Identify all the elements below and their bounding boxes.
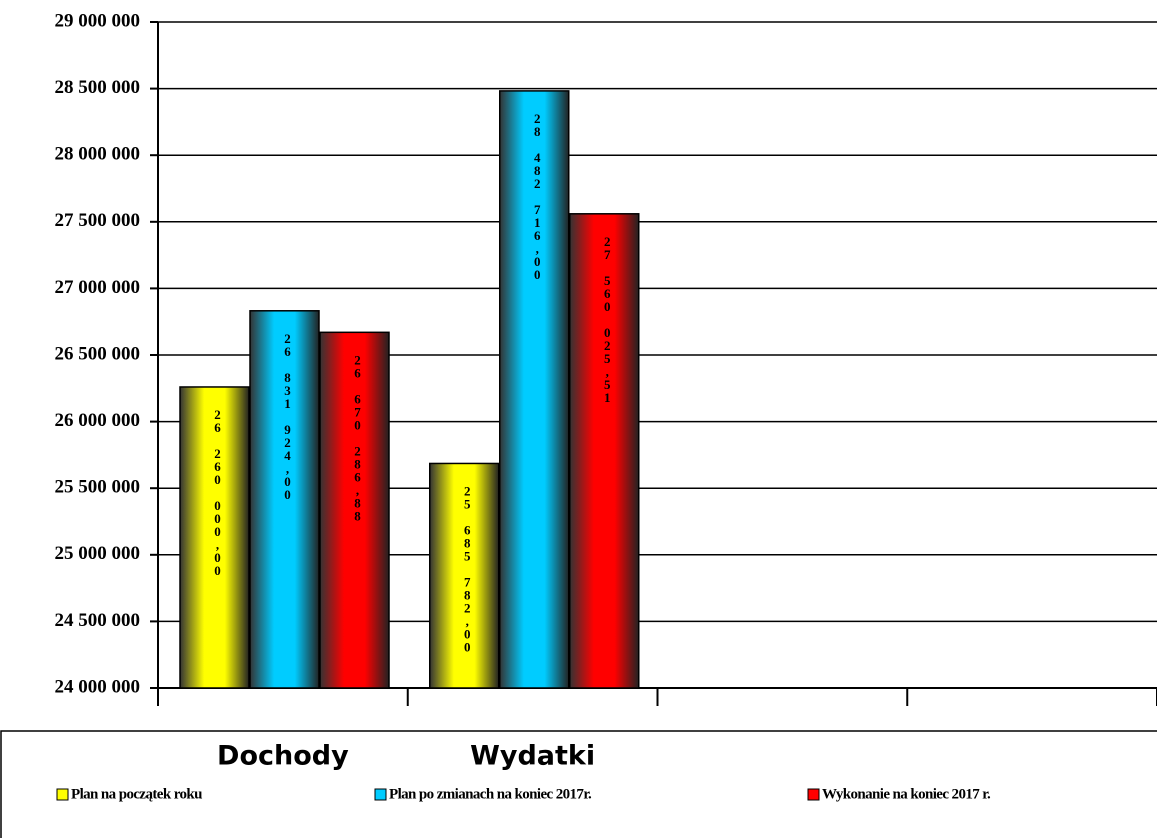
legend-swatch xyxy=(807,788,820,801)
data-label: 26 831 924,00 xyxy=(280,331,295,500)
legend-label: Plan na początek roku xyxy=(71,786,202,802)
y-tick-label: 26 500 000 xyxy=(55,343,141,364)
data-label: 25 685 782,00 xyxy=(460,483,475,652)
x-tick-label: Dochody xyxy=(217,741,349,772)
y-tick-label: 28 500 000 xyxy=(55,77,141,98)
bar xyxy=(179,386,250,689)
legend-swatch xyxy=(56,788,69,801)
bar xyxy=(249,310,320,689)
y-tick-label: 27 000 000 xyxy=(55,277,141,298)
y-tick-label: 26 000 000 xyxy=(55,410,141,431)
data-label: 28 482 716,00 xyxy=(530,111,545,280)
y-tick-label: 29 000 000 xyxy=(55,10,141,31)
y-tick-label: 25 000 000 xyxy=(55,543,141,564)
data-label: 26 260 000,00 xyxy=(210,407,225,576)
y-tick-label: 28 000 000 xyxy=(55,144,141,165)
data-label: 26 670 286,88 xyxy=(350,352,365,521)
bar xyxy=(499,90,570,689)
x-tick-label: Wydatki xyxy=(470,741,595,772)
bar xyxy=(429,462,500,689)
y-tick-label: 27 500 000 xyxy=(55,210,141,231)
bar xyxy=(569,213,640,689)
data-label: 27 560 025,51 xyxy=(600,234,615,403)
bar xyxy=(319,331,390,689)
y-tick-label: 24 500 000 xyxy=(55,610,141,631)
legend-label: Wykonanie na koniec 2017 r. xyxy=(822,786,991,802)
legend-swatch xyxy=(374,788,387,801)
legend-box xyxy=(0,730,1157,838)
y-tick-label: 25 500 000 xyxy=(55,477,141,498)
y-tick-label: 24 000 000 xyxy=(55,676,141,697)
legend-label: Plan po zmianach na koniec 2017r. xyxy=(389,786,592,802)
